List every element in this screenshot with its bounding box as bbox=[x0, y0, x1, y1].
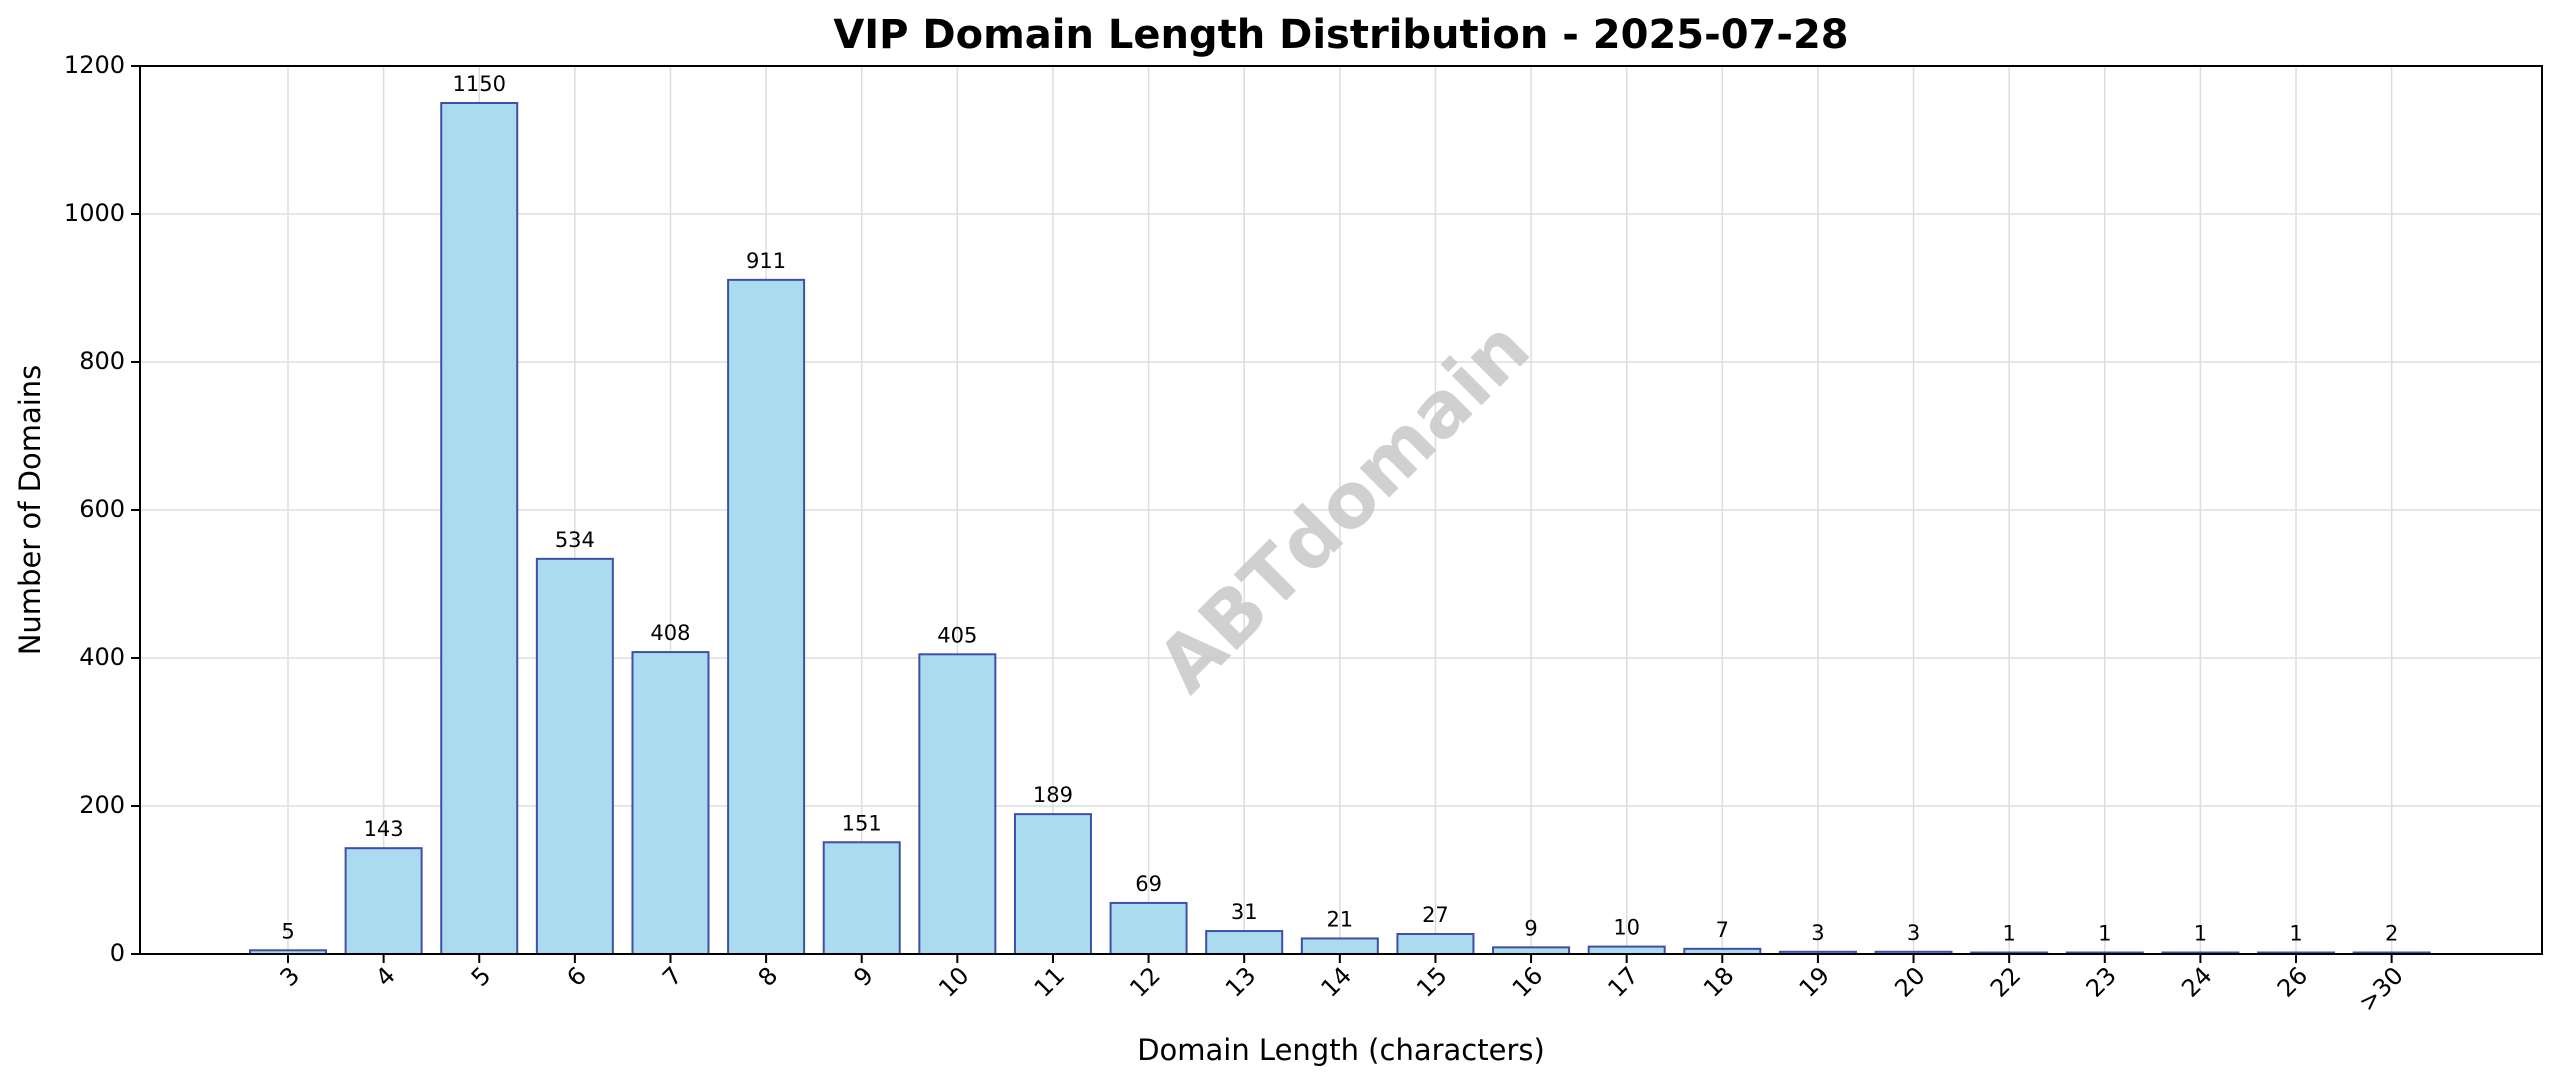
bar-value-label: 27 bbox=[1422, 903, 1449, 927]
bar-value-label: 10 bbox=[1613, 916, 1640, 940]
y-tick-label: 800 bbox=[79, 347, 125, 375]
y-tick-label: 200 bbox=[79, 791, 125, 819]
bar-value-label: 1 bbox=[2194, 922, 2207, 946]
bar bbox=[631, 651, 710, 956]
bar bbox=[918, 653, 997, 955]
bar-value-label: 1 bbox=[2098, 922, 2111, 946]
bar bbox=[1587, 945, 1666, 955]
bar-value-label: 189 bbox=[1033, 783, 1073, 807]
bar-value-label: 911 bbox=[746, 249, 786, 273]
bar-value-label: 1 bbox=[2002, 922, 2015, 946]
bar-value-label: 3 bbox=[1907, 921, 1920, 945]
bar-value-label: 7 bbox=[1716, 918, 1729, 942]
bar bbox=[344, 847, 423, 955]
y-tick-label: 1000 bbox=[64, 199, 125, 227]
x-axis-label: Domain Length (characters) bbox=[1137, 1033, 1545, 1067]
bar-value-label: 69 bbox=[1135, 872, 1162, 896]
bar bbox=[1109, 901, 1188, 956]
bar bbox=[1396, 933, 1475, 956]
y-axis-ticks: 0 200 400 600 800 1000 1200 bbox=[64, 51, 140, 967]
bar-value-label: 1 bbox=[2289, 922, 2302, 946]
bar bbox=[1205, 930, 1284, 955]
y-tick-label: 600 bbox=[79, 495, 125, 523]
bars bbox=[249, 102, 2431, 956]
y-tick-label: 400 bbox=[79, 643, 125, 671]
y-tick-label: 0 bbox=[110, 939, 125, 967]
bar bbox=[440, 102, 519, 955]
bar-value-label: 143 bbox=[364, 817, 404, 841]
bar-value-label: 405 bbox=[937, 623, 977, 647]
bar bbox=[822, 841, 901, 956]
bar bbox=[1300, 937, 1379, 956]
bar-value-label: 151 bbox=[842, 811, 882, 835]
y-axis-label: Number of Domains bbox=[13, 365, 47, 656]
y-tick-label: 1200 bbox=[64, 51, 125, 79]
chart-title: VIP Domain Length Distribution - 2025-07… bbox=[833, 12, 1848, 58]
bar-value-label: 9 bbox=[1524, 916, 1537, 940]
bar-value-label: 31 bbox=[1231, 900, 1258, 924]
bar bbox=[535, 557, 614, 956]
bar-value-label: 5 bbox=[281, 919, 294, 943]
bar-value-label: 2 bbox=[2385, 922, 2398, 946]
bar-value-label: 1150 bbox=[453, 72, 506, 96]
bar-value-label: 534 bbox=[555, 528, 595, 552]
bar-value-label: 3 bbox=[1811, 921, 1824, 945]
bar bbox=[1013, 813, 1092, 956]
bar-value-label: 408 bbox=[650, 621, 690, 645]
bar-value-label: 21 bbox=[1326, 907, 1353, 931]
bar bbox=[727, 278, 806, 955]
